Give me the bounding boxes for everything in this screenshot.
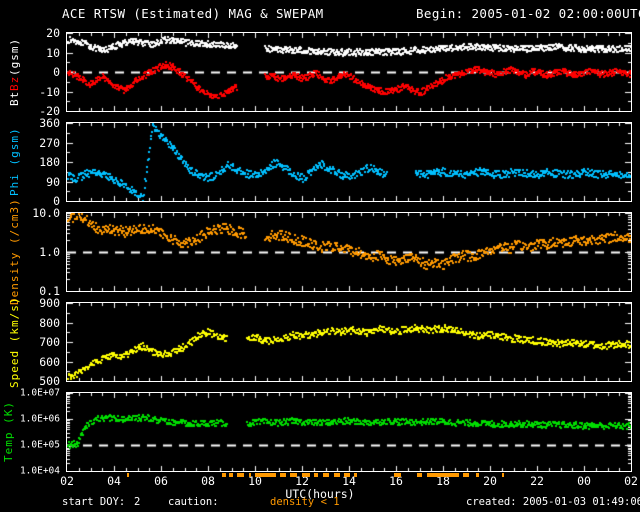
y-tick-label: 900 — [39, 296, 60, 310]
caution-bar — [302, 473, 311, 477]
start-doy-label: start DOY: — [62, 496, 126, 508]
y-tick-label: 600 — [39, 354, 60, 369]
plot-area-temp — [67, 393, 631, 471]
plot-header: ACE RTSW (Estimated) MAG & SWEPAM Begin:… — [0, 6, 640, 22]
y-axis-label-phi: Phi (gsm) — [8, 122, 21, 202]
x-tick-label: 04 — [107, 474, 121, 488]
caution-bar — [462, 473, 469, 477]
y-axis-label-bt-bz: Bt Bz (gsm) — [8, 32, 21, 112]
y-tick-label: 90 — [46, 174, 60, 189]
y-axis-ticks-bt-bz: 20 10 0 -10 -20 — [0, 26, 62, 118]
y-axis-label-part: Speed (km/s) — [8, 296, 21, 388]
panel-density — [66, 212, 632, 292]
caution-bar — [417, 473, 422, 477]
y-axis-label-part: Density (/cm3) — [8, 198, 21, 306]
y-tick-label: 0 — [53, 65, 60, 79]
y-tick-label: 0 — [53, 194, 60, 208]
x-tick-label: 00 — [577, 474, 591, 488]
y-axis-label-part: Bz — [8, 75, 21, 92]
y-axis-ticks-speed: 900 800 700 600 500 — [0, 296, 62, 388]
plot-area-phi — [67, 123, 631, 201]
x-tick-label: 20 — [483, 474, 497, 488]
y-axis-label-part: Temp (K) — [2, 401, 15, 463]
caution-bar — [237, 473, 245, 477]
panel-speed — [66, 302, 632, 382]
x-tick-label: 02 — [60, 474, 74, 488]
y-axis-label-density: Density (/cm3) — [8, 199, 21, 306]
caution-bar — [475, 473, 480, 477]
y-tick-label: 20 — [46, 26, 60, 40]
y-axis-label-temp: Temp (K) — [2, 392, 15, 472]
caution-bar — [313, 473, 319, 477]
y-tick-label: 800 — [39, 315, 60, 330]
x-tick-label: 14 — [342, 474, 356, 488]
caution-value: density < 1 — [270, 496, 340, 508]
panel-temp — [66, 392, 632, 472]
y-axis-label-part: Phi (gsm) — [8, 127, 21, 197]
x-tick-label: 10 — [248, 474, 262, 488]
caution-bar — [353, 473, 358, 477]
plot-area-speed — [67, 303, 631, 381]
y-tick-label: 500 — [39, 374, 60, 388]
begin-timestamp: Begin: 2005-01-02 02:00:00UTC — [416, 6, 640, 21]
caution-bar — [393, 473, 401, 477]
y-axis-label-part: Bt — [8, 91, 21, 107]
caution-bar — [426, 473, 460, 477]
y-tick-label: 180 — [39, 155, 60, 169]
x-axis-tick-labels: 02 04 06 08 10 12 14 16 18 20 22 00 02 — [0, 474, 640, 488]
y-tick-label: 360 — [39, 116, 60, 130]
y-axis-ticks-temp: 1.0E+07 1.0E+06 1.0E+05 1.0E+04 — [0, 388, 62, 477]
y-tick-label: 270 — [39, 135, 60, 150]
caution-bar — [501, 473, 505, 477]
caution-bar — [229, 473, 233, 477]
y-tick-label: 0.1 — [39, 284, 60, 298]
y-axis-ticks-density: 10.0 1.0 0.1 — [0, 206, 62, 298]
y-tick-label: 1.0 — [39, 245, 60, 259]
y-axis-label-speed: Speed (km/s) — [8, 296, 21, 387]
y-tick-label: 700 — [39, 335, 60, 349]
y-axis-ticks-phi: 360 270 180 90 0 — [0, 116, 62, 208]
caution-bar — [333, 473, 340, 477]
plot-area-bt-bz — [67, 33, 631, 111]
panel-phi — [66, 122, 632, 202]
y-tick-label: 10 — [46, 45, 60, 60]
y-tick-label: 1.0E+04 — [19, 465, 60, 477]
x-tick-label: 22 — [530, 474, 544, 488]
plot-area-density — [67, 213, 631, 291]
y-tick-label: -10 — [39, 84, 60, 99]
caution-bar — [255, 473, 277, 477]
panel-bt-bz — [66, 32, 632, 112]
x-axis-title: UTC(hours) — [285, 487, 355, 501]
caution-bar — [279, 473, 286, 477]
caution-bar — [222, 473, 226, 477]
y-tick-label: 1.0E+07 — [19, 387, 60, 399]
caution-bar — [290, 473, 298, 477]
y-tick-label: 1.0E+05 — [19, 439, 60, 451]
x-tick-label: 16 — [389, 474, 403, 488]
page-title: ACE RTSW (Estimated) MAG & SWEPAM — [62, 6, 324, 21]
y-tick-label: 1.0E+06 — [19, 413, 60, 425]
caution-bar — [249, 473, 252, 477]
caution-bar — [323, 473, 330, 477]
x-tick-label: 18 — [436, 474, 450, 488]
y-tick-label: 10.0 — [32, 206, 60, 220]
x-tick-label: 02 — [624, 474, 638, 488]
footer: start DOY: 2 caution: density < 1 create… — [0, 496, 640, 510]
y-tick-label: -20 — [39, 104, 60, 118]
x-tick-label: 08 — [201, 474, 215, 488]
x-tick-label: 06 — [154, 474, 168, 488]
caution-label: caution: — [168, 496, 219, 508]
created-timestamp: created: 2005-01-03 01:49:06UTC — [466, 496, 640, 508]
x-tick-label: 12 — [295, 474, 309, 488]
y-axis-label-part: (gsm) — [8, 37, 21, 76]
caution-bar — [126, 473, 130, 477]
caution-bar — [344, 473, 351, 477]
start-doy-value: 2 — [134, 496, 141, 508]
